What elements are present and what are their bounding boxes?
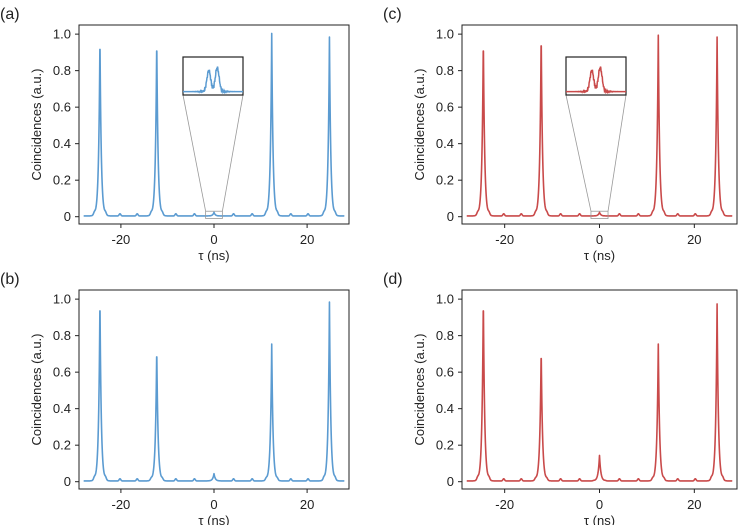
x-tick-label: 0 [596,232,603,247]
axes-frame [78,289,350,490]
y-axis-label: Coincidences (a.u.) [412,334,427,446]
y-tick-label: 0.2 [53,173,71,188]
zoom-region [205,210,223,219]
y-tick-label: 0.4 [436,136,454,151]
zoom-connector [182,94,207,212]
y-tick-label: 0.2 [436,173,454,188]
y-tick-label: 0 [447,474,454,489]
y-tick-label: 0 [64,209,71,224]
panel-label: (d) [383,271,403,288]
inset-frame [182,56,244,96]
x-axis-label: τ (ns) [584,248,615,263]
x-tick-label: 20 [687,232,701,247]
y-tick-label: 0.2 [436,438,454,453]
y-tick-label: 0.6 [436,100,454,115]
panel-c: (c) 0 0.2 0.4 0.6 0.8 1.0 -20 0 20 τ (ns) Coinciden… [383,6,738,263]
x-tick-label: 0 [210,232,217,247]
x-tick-label: 20 [300,232,314,247]
x-tick-label: -20 [495,497,514,512]
panel-label: (c) [383,6,402,23]
inset-line [566,66,626,95]
y-tick-label: 0.8 [53,63,71,78]
zoom-region [590,210,609,219]
panel-b: (b) 0 0.2 0.4 0.6 0.8 1.0 -20 0 20 τ (ns) Coinciden… [0,271,350,525]
series-line [466,34,733,217]
x-tick-label: -20 [495,232,514,247]
y-axis-label: Coincidences (a.u.) [29,69,44,181]
zoom-connector [607,94,627,212]
x-axis-label: τ (ns) [198,513,229,525]
x-tick-label: 0 [596,497,603,512]
x-tick-label: 20 [687,497,701,512]
zoom-connector [565,94,592,212]
zoom-connector [221,94,244,212]
panel-label: (b) [0,271,20,288]
inset-line [183,66,243,95]
y-tick-label: 0.4 [53,401,71,416]
series-line [466,303,733,482]
y-tick-label: 0.4 [53,136,71,151]
x-tick-label: -20 [111,497,130,512]
y-axis-label: Coincidences (a.u.) [29,334,44,446]
y-tick-label: 0.6 [53,100,71,115]
y-tick-label: 0.8 [436,63,454,78]
x-axis-label: τ (ns) [198,248,229,263]
y-tick-label: 0.2 [53,438,71,453]
y-tick-label: 0 [447,209,454,224]
inset-frame [565,56,627,96]
series-line [83,301,345,482]
y-tick-label: 1.0 [436,292,454,307]
x-tick-label: -20 [111,232,130,247]
y-tick-label: 0.6 [436,365,454,380]
y-tick-label: 1.0 [53,292,71,307]
series-line [83,32,345,217]
y-tick-label: 1.0 [53,27,71,42]
panel-d: (d) 0 0.2 0.4 0.6 0.8 1.0 -20 0 20 τ (ns) Coinciden… [383,271,738,525]
y-tick-label: 0.4 [436,401,454,416]
x-tick-label: 0 [210,497,217,512]
y-tick-label: 0 [64,474,71,489]
panel-a: (a) 0 0.2 0.4 0.6 0.8 1.0 -20 0 20 τ (ns) Coinciden… [0,6,350,263]
axes-frame [78,24,350,225]
panel-label: (a) [0,6,20,23]
x-tick-label: 20 [300,497,314,512]
y-tick-label: 0.6 [53,365,71,380]
y-tick-label: 0.8 [53,328,71,343]
y-axis-label: Coincidences (a.u.) [412,69,427,181]
axes-frame [461,24,738,225]
y-tick-label: 1.0 [436,27,454,42]
y-tick-label: 0.8 [436,328,454,343]
x-axis-label: τ (ns) [584,513,615,525]
